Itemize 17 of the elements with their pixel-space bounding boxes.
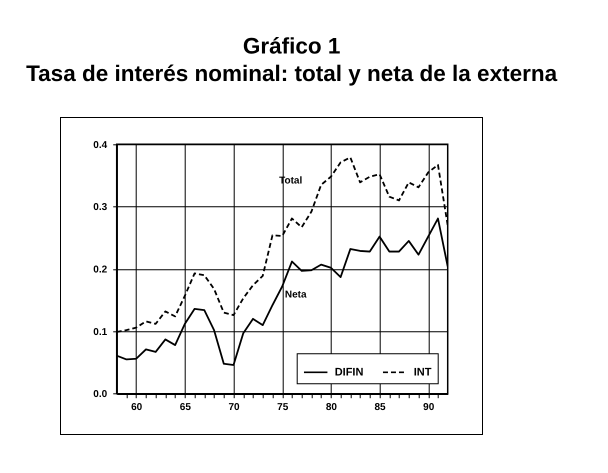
- y-tick-label: 0.1: [93, 326, 108, 338]
- x-tick-label: 85: [374, 402, 386, 414]
- y-tick-label: 0.3: [93, 202, 108, 214]
- x-tick-label: 80: [326, 402, 338, 414]
- chart-title: Gráfico 1: [242, 33, 340, 58]
- legend-label: DIFIN: [334, 366, 364, 378]
- legend-label: INT: [414, 366, 432, 378]
- y-tick-label: 0.2: [93, 264, 108, 276]
- x-tick-label: 65: [180, 402, 192, 414]
- x-tick-label: 60: [131, 402, 143, 414]
- y-tick-label: 0.4: [93, 140, 108, 151]
- x-tick-label: 75: [277, 402, 289, 414]
- x-tick-label: 70: [228, 402, 240, 414]
- annotation: Neta: [284, 289, 307, 300]
- y-tick-label: 0.0: [93, 389, 108, 400]
- chart-subtitle: Tasa de interés nominal: total y neta de la externa: [26, 60, 558, 86]
- x-tick-label: 90: [423, 402, 435, 414]
